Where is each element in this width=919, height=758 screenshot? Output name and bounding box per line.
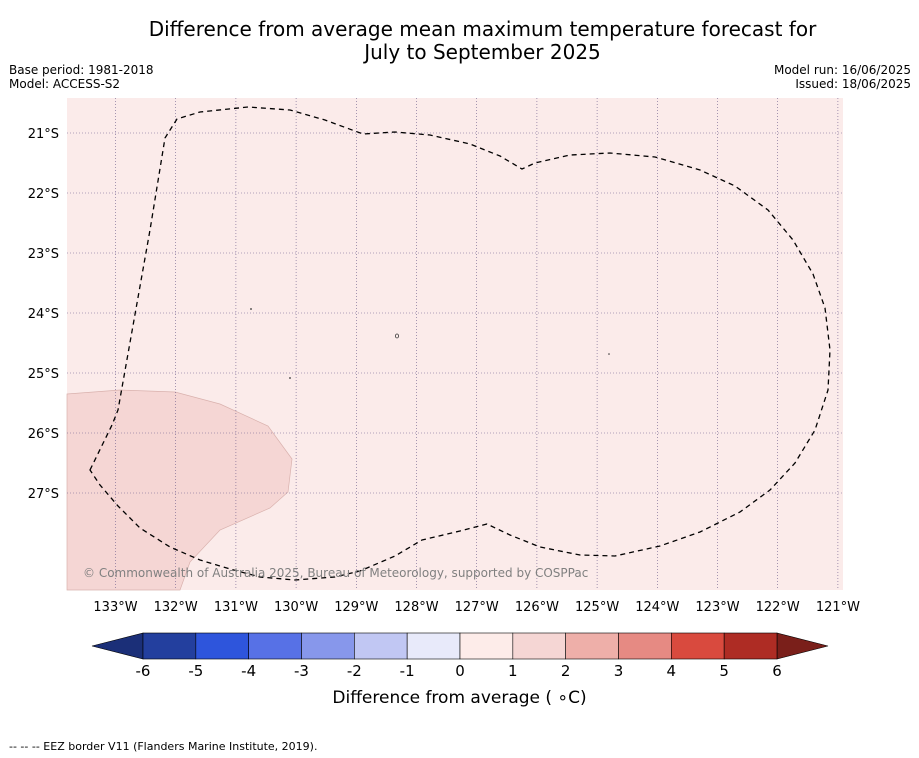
lon-tick-label: 126°W — [515, 600, 559, 615]
colorbar-tick-label: -2 — [347, 662, 362, 680]
base-period: Base period: 1981-2018 — [9, 63, 154, 77]
colorbar-bin — [301, 632, 355, 660]
lat-tick-label: 25°S — [28, 367, 59, 382]
island-speck — [250, 308, 252, 310]
meta-right: Model run: 16/06/2025 Issued: 18/06/2025 — [774, 63, 911, 91]
colorbar-min-extend — [91, 632, 144, 660]
lon-tick-label: 122°W — [756, 600, 800, 615]
lon-tick-label: 130°W — [274, 600, 318, 615]
lon-tick-label: 123°W — [695, 600, 739, 615]
colorbar-label: Difference from average ( ∘C) — [332, 688, 587, 708]
title-line-2: July to September 2025 — [364, 40, 601, 64]
colorbar-tick-label: -4 — [241, 662, 256, 680]
colorbar-tick-label: -5 — [188, 662, 203, 680]
lon-tick-label: 121°W — [816, 600, 860, 615]
colorbar-tick-label: 5 — [719, 662, 729, 680]
colorbar-max-extend — [776, 632, 829, 660]
colorbar-tick-label: 2 — [561, 662, 571, 680]
eez-border-line — [89, 106, 831, 581]
colorbar-bin — [459, 632, 514, 660]
lon-tick-label: 127°W — [455, 600, 499, 615]
colorbar-tick-label: 6 — [772, 662, 782, 680]
lat-tick-label: 22°S — [28, 187, 59, 202]
colorbar: -6 -5 -4 -3 -2 -1 0 1 2 3 4 5 6 — [91, 632, 829, 680]
longitude-labels: 133°W 132°W 131°W 130°W 129°W 128°W 127°W 126°W… — [93, 600, 860, 615]
lon-tick-label: 131°W — [214, 600, 258, 615]
latitude-labels: 21°S 22°S 23°S 24°S 25°S 26°S 27°S — [28, 127, 59, 502]
lon-tick-label: 125°W — [575, 600, 619, 615]
meta-left: Base period: 1981-2018 Model: ACCESS-S2 — [9, 63, 154, 91]
issued-date: Issued: 18/06/2025 — [795, 77, 911, 91]
colorbar-bin — [671, 632, 725, 660]
gridlines — [67, 98, 843, 590]
colorbar-tick-label: 4 — [667, 662, 677, 680]
colorbar-tick-label: -3 — [294, 662, 309, 680]
lat-tick-label: 27°S — [28, 487, 59, 502]
island-speck — [289, 377, 291, 379]
colorbar-bin — [565, 632, 619, 660]
colorbar-bin — [248, 632, 302, 660]
colorbar-bin — [406, 632, 461, 660]
colorbar-tick-label: 1 — [508, 662, 518, 680]
colorbar-tick-label: 3 — [614, 662, 624, 680]
eez-legend-note: -- -- -- EEZ border V11 (Flanders Marine… — [9, 740, 318, 753]
title-line-1: Difference from average mean maximum tem… — [148, 17, 817, 41]
colorbar-tick-label: 0 — [455, 662, 465, 680]
lat-tick-label: 26°S — [28, 427, 59, 442]
lon-tick-label: 124°W — [635, 600, 679, 615]
colorbar-bin — [618, 632, 672, 660]
lat-tick-label: 23°S — [28, 247, 59, 262]
island-speck — [608, 353, 610, 355]
colorbar-tick-label: -1 — [400, 662, 415, 680]
model-name: Model: ACCESS-S2 — [9, 77, 121, 91]
colorbar-bin — [512, 632, 566, 660]
island-speck — [394, 333, 399, 339]
chart-title: Difference from average mean maximum tem… — [0, 18, 919, 64]
colorbar-bin — [723, 632, 778, 660]
colorbar-bin — [195, 632, 249, 660]
lon-tick-label: 133°W — [93, 600, 137, 615]
lat-tick-label: 24°S — [28, 307, 59, 322]
lon-tick-label: 132°W — [154, 600, 198, 615]
model-run: Model run: 16/06/2025 — [773, 63, 911, 77]
lon-tick-label: 128°W — [394, 600, 438, 615]
lat-tick-label: 21°S — [28, 127, 59, 142]
lon-tick-label: 129°W — [334, 600, 378, 615]
colorbar-bin — [142, 632, 197, 660]
colorbar-bin — [354, 632, 408, 660]
colorbar-tick-label: -6 — [136, 662, 151, 680]
copyright-text: © Commonwealth of Australia 2025, Bureau… — [83, 566, 588, 580]
islands — [250, 308, 610, 379]
